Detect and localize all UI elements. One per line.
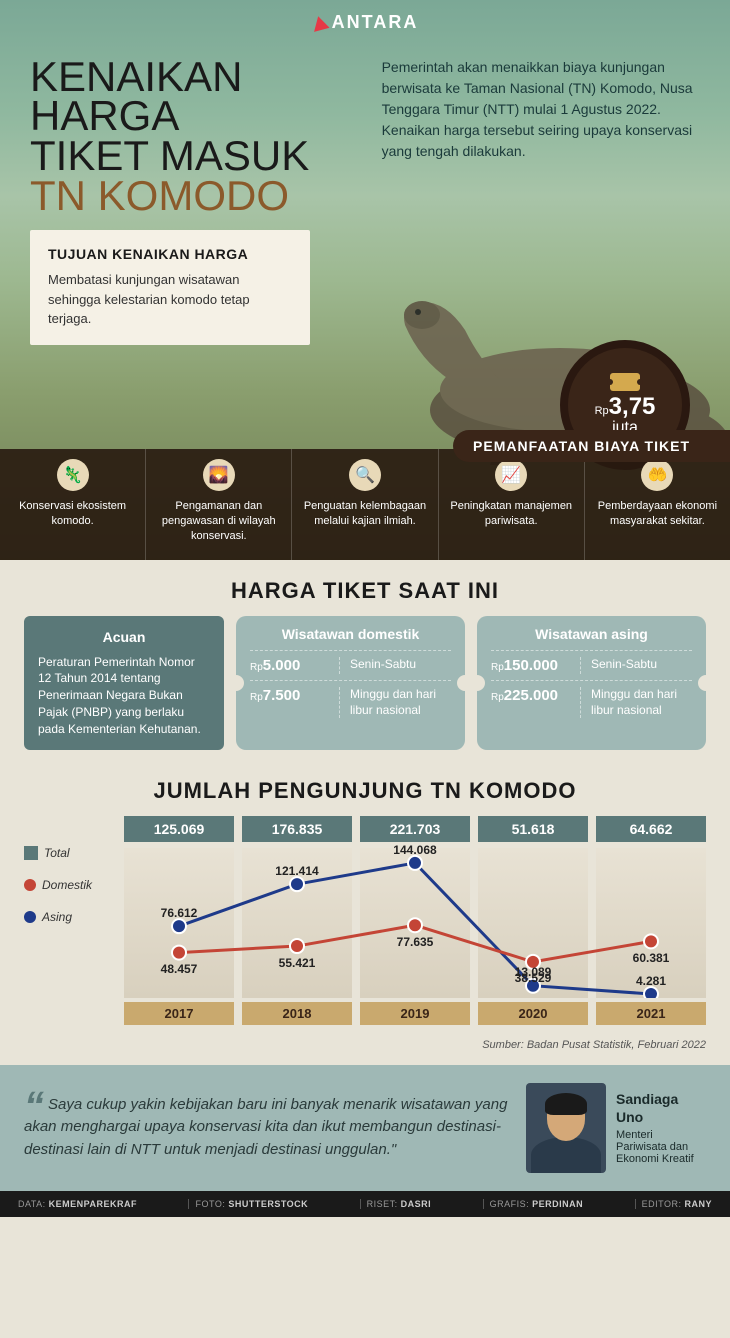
hero-section: ANTARA KENAIKAN HARGA TIKET MASUK TN KOM…: [0, 0, 730, 560]
current-prices-title: HARGA TIKET SAAT INI: [0, 560, 730, 616]
year-body: [360, 848, 470, 998]
usage-icon: 📈: [495, 459, 527, 491]
goal-text: Membatasi kunjungan wisatawan sehingga k…: [48, 270, 292, 329]
year-label: 2019: [360, 1002, 470, 1025]
usage-header: PEMANFAATAN BIAYA TIKET: [453, 430, 730, 462]
main-title: KENAIKAN HARGA TIKET MASUK TN KOMODO: [30, 57, 352, 217]
price-day: Minggu dan hari libur nasional: [581, 687, 692, 718]
credit-item: GRAFIS: PERDINAN: [483, 1199, 590, 1209]
person-role: Menteri Pariwisata dan Ekonomi Kreatif: [616, 1129, 706, 1165]
foreign-title: Wisatawan asing: [491, 626, 692, 642]
quote-person: Sandiaga Uno Menteri Pariwisata dan Ekon…: [526, 1083, 706, 1173]
price-line: Rp5.000Senin-Sabtu: [250, 650, 451, 680]
title-line1: KENAIKAN HARGA: [30, 53, 242, 140]
legend-foreign-dot: [24, 911, 36, 923]
usage-icon: 🦎: [57, 459, 89, 491]
price-amount: Rp7.500: [250, 687, 340, 718]
usage-icon: 🌄: [203, 459, 235, 491]
foreign-card: Wisatawan asing Rp150.000Senin-SabtuRp22…: [477, 616, 706, 750]
logo-icon: [310, 14, 329, 32]
logo-text: ANTARA: [332, 12, 419, 33]
person-name-block: Sandiaga Uno Menteri Pariwisata dan Ekon…: [616, 1091, 706, 1165]
legend-domestic-dot: [24, 879, 36, 891]
legend-foreign: Asing: [24, 910, 114, 924]
legend-domestic: Domestik: [24, 878, 114, 892]
year-label: 2017: [124, 1002, 234, 1025]
price-day: Senin-Sabtu: [581, 657, 692, 674]
chart-wrap: Total Domestik Asing 125.069 2017 176.835 2…: [0, 816, 730, 1033]
foreign-value: 13.089: [515, 965, 552, 979]
year-column: 176.835 2018: [242, 816, 352, 1025]
domestic-title: Wisatawan domestik: [250, 626, 451, 642]
title-row: KENAIKAN HARGA TIKET MASUK TN KOMODO Pem…: [0, 47, 730, 227]
price-amount: Rp225.000: [491, 687, 581, 718]
foreign-value: 121.414: [275, 864, 318, 878]
year-column: 64.662 2021: [596, 816, 706, 1025]
chart-legend: Total Domestik Asing: [24, 816, 114, 942]
ref-text: Peraturan Pemerintah Nomor 12 Tahun 2014…: [38, 654, 210, 738]
chart-source: Sumber: Badan Pusat Statistik, Februari …: [0, 1033, 730, 1065]
foreign-value: 144.068: [393, 843, 436, 857]
domestic-card: Wisatawan domestik Rp5.000Senin-SabtuRp7…: [236, 616, 465, 750]
title-line3: TN KOMODO: [30, 172, 289, 219]
year-label: 2018: [242, 1002, 352, 1025]
usage-icon: 🔍: [349, 459, 381, 491]
year-label: 2021: [596, 1002, 706, 1025]
year-total: 125.069: [124, 816, 234, 842]
avatar: [526, 1083, 606, 1173]
visitors-title: JUMLAH PENGUNJUNG TN KOMODO: [0, 760, 730, 816]
legend-total: Total: [24, 846, 114, 860]
price-line: Rp7.500Minggu dan hari libur nasional: [250, 680, 451, 724]
usage-item: 📈Peningkatan manajemen pariwisata.: [439, 449, 585, 560]
year-column: 51.618 2020: [478, 816, 588, 1025]
credit-item: DATA: KEMENPAREKRAF: [12, 1199, 143, 1209]
price-day: Senin-Sabtu: [340, 657, 451, 674]
year-total: 64.662: [596, 816, 706, 842]
price-value: 3,75: [609, 393, 656, 420]
intro-text: Pemerintah akan menaikkan biaya kunjunga…: [382, 57, 700, 217]
foreign-value: 4.281: [636, 974, 666, 988]
price-amount: Rp150.000: [491, 657, 581, 674]
prices-row: Acuan Peraturan Pemerintah Nomor 12 Tahu…: [0, 616, 730, 760]
year-total: 176.835: [242, 816, 352, 842]
usage-strip: 🦎Konservasi ekosistem komodo.🌄Pengamanan…: [0, 449, 730, 560]
ref-title: Acuan: [38, 628, 210, 648]
goal-title: TUJUAN KENAIKAN HARGA: [48, 246, 292, 262]
credits-bar: DATA: KEMENPAREKRAF FOTO: SHUTTERSTOCK RIS…: [0, 1191, 730, 1217]
ticket-icon: [610, 373, 640, 391]
reference-box: Acuan Peraturan Pemerintah Nomor 12 Tahu…: [24, 616, 224, 750]
usage-item: 🤲Pemberdayaan ekonomi masyarakat sekitar…: [585, 449, 730, 560]
logo-bar: ANTARA: [0, 0, 730, 47]
price-line: Rp225.000Minggu dan hari libur nasional: [491, 680, 692, 724]
usage-icon: 🤲: [641, 459, 673, 491]
year-total: 51.618: [478, 816, 588, 842]
price-currency: Rp: [595, 405, 609, 417]
person-name: Sandiaga Uno: [616, 1091, 678, 1125]
year-label: 2020: [478, 1002, 588, 1025]
domestic-value: 60.381: [633, 951, 670, 965]
credit-item: FOTO: SHUTTERSTOCK: [188, 1199, 314, 1209]
domestic-value: 77.635: [397, 935, 434, 949]
domestic-value: 55.421: [279, 956, 316, 970]
usage-item: 🌄Pengamanan dan pengawasan di wilayah ko…: [146, 449, 292, 560]
year-column: 125.069 2017: [124, 816, 234, 1025]
price-amount: Rp5.000: [250, 657, 340, 674]
domestic-value: 48.457: [161, 962, 198, 976]
credit-item: RISET: DASRI: [360, 1199, 438, 1209]
price-day: Minggu dan hari libur nasional: [340, 687, 451, 718]
legend-total-swatch: [24, 846, 38, 860]
quote-section: Saya cukup yakin kebijakan baru ini bany…: [0, 1065, 730, 1191]
goal-box: TUJUAN KENAIKAN HARGA Membatasi kunjunga…: [30, 230, 310, 345]
usage-item: 🦎Konservasi ekosistem komodo.: [0, 449, 146, 560]
credit-item: EDITOR: RANY: [635, 1199, 718, 1209]
usage-item: 🔍Penguatan kelembagaan melalui kajian il…: [292, 449, 438, 560]
foreign-value: 76.612: [161, 906, 198, 920]
chart-years: 125.069 2017 176.835 2018 221.703 2019 51.618 2…: [124, 816, 706, 1025]
price-line: Rp150.000Senin-Sabtu: [491, 650, 692, 680]
antara-logo: ANTARA: [312, 12, 419, 33]
quote-text: Saya cukup yakin kebijakan baru ini bany…: [24, 1094, 510, 1162]
year-total: 221.703: [360, 816, 470, 842]
